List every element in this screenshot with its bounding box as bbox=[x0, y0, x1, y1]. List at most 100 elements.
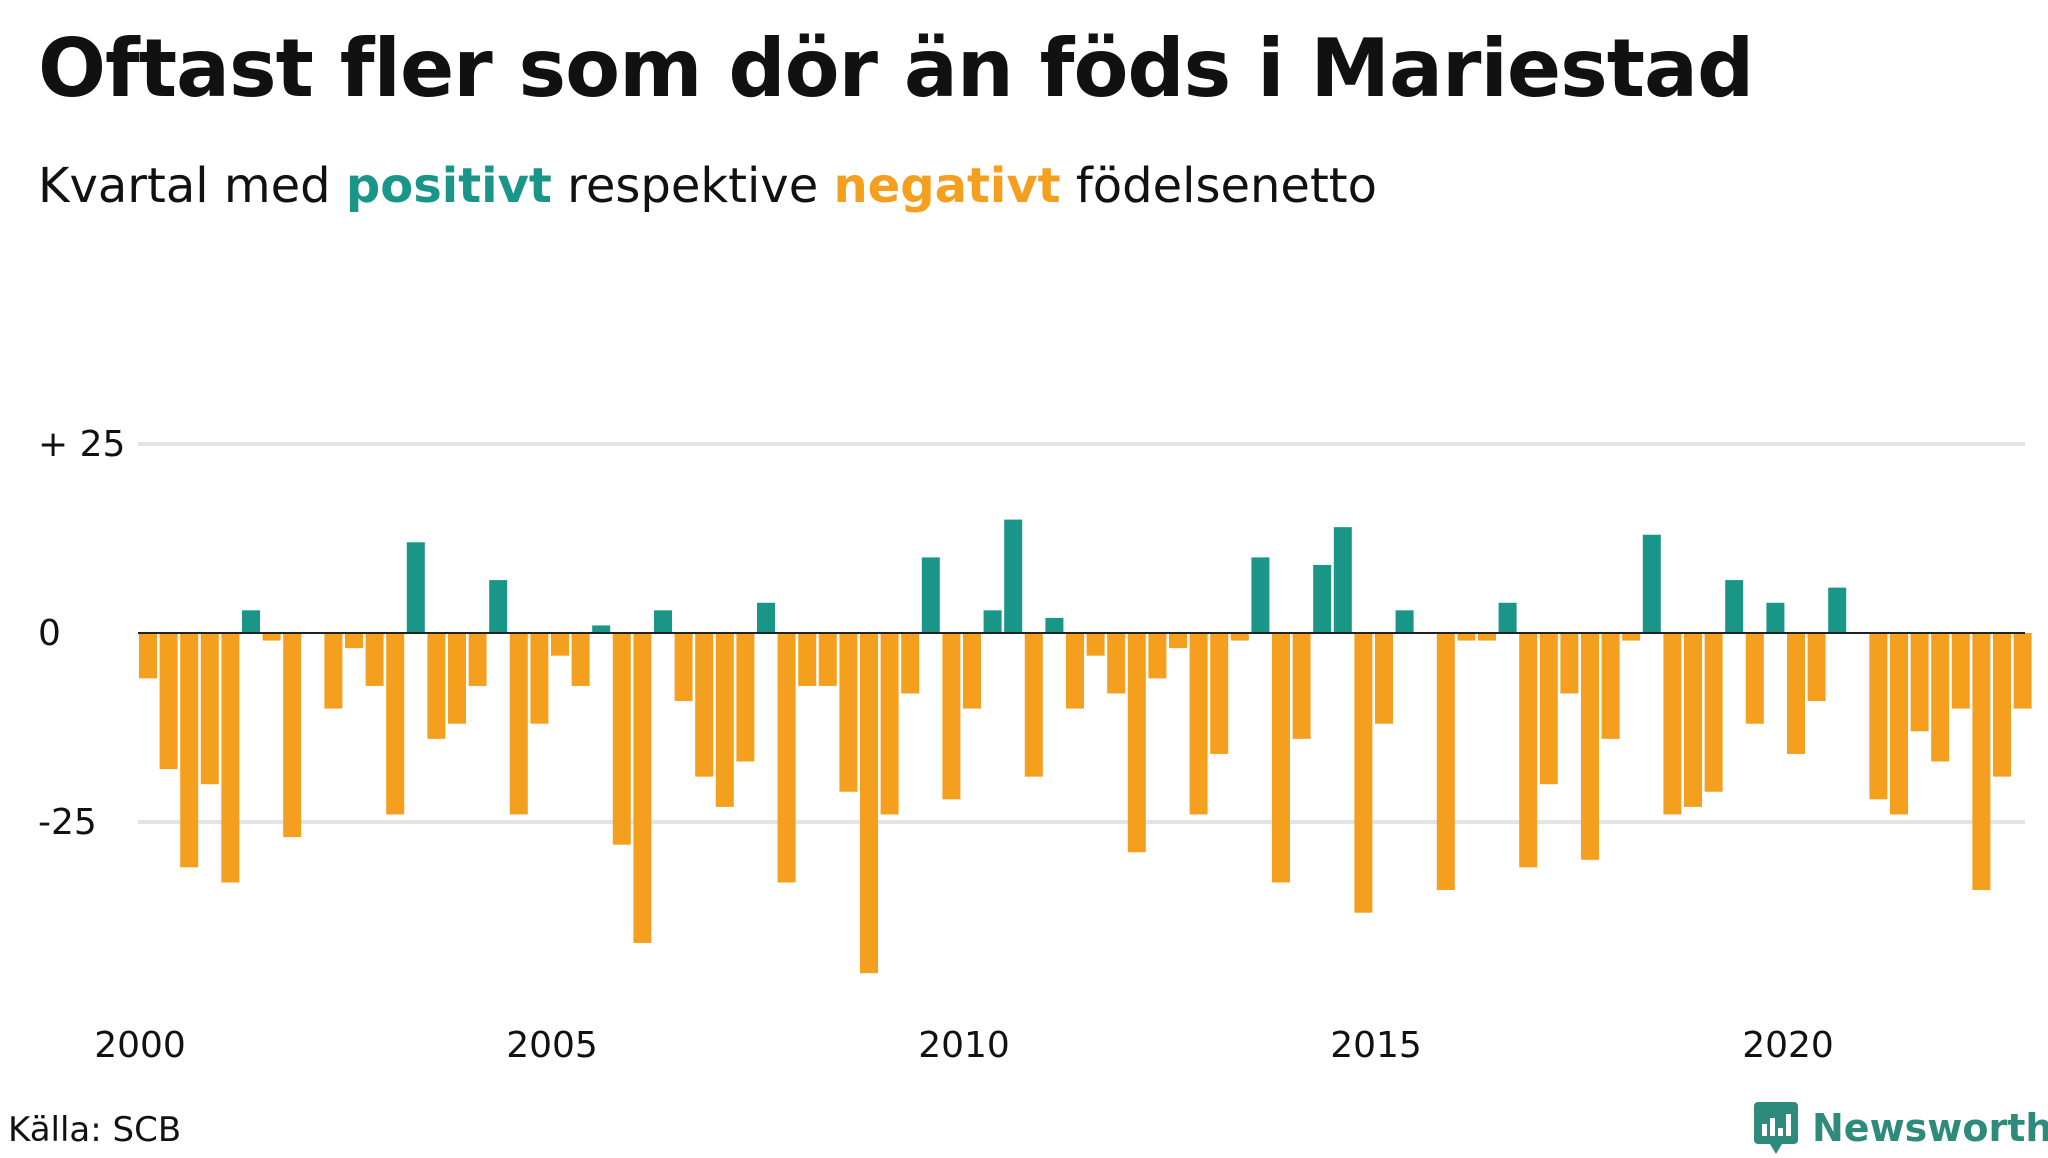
bar-negative bbox=[1972, 633, 1991, 891]
bar-positive bbox=[1642, 534, 1661, 633]
bar-positive bbox=[1045, 617, 1064, 633]
bar-negative bbox=[139, 633, 157, 679]
bar-negative bbox=[1684, 633, 1702, 807]
bar-negative bbox=[1745, 633, 1764, 724]
bar-negative bbox=[901, 633, 920, 694]
bar-positive bbox=[757, 602, 775, 633]
bar-negative bbox=[1519, 633, 1538, 868]
bar-negative bbox=[1169, 633, 1187, 649]
bar-positive bbox=[242, 610, 260, 633]
bar-negative bbox=[839, 633, 858, 792]
bar-negative bbox=[2013, 633, 2032, 709]
bar-positive bbox=[1725, 580, 1744, 633]
x-tick-label: 2005 bbox=[506, 1025, 598, 1066]
bar-negative bbox=[1993, 633, 2011, 777]
x-tick-label: 2000 bbox=[94, 1025, 186, 1066]
bar-negative bbox=[963, 633, 981, 709]
chart-subtitle: Kvartal med positivt respektive negativt… bbox=[38, 158, 1377, 214]
bar-negative bbox=[571, 633, 590, 686]
bar-negative bbox=[715, 633, 734, 807]
bar-negative bbox=[1148, 633, 1167, 679]
y-tick-label: -25 bbox=[38, 802, 97, 843]
bar-positive bbox=[1313, 564, 1332, 633]
y-tick-label: 0 bbox=[38, 613, 61, 654]
bar-negative bbox=[1560, 633, 1579, 694]
bar-negative bbox=[1478, 633, 1496, 641]
grid-lines bbox=[138, 442, 2025, 824]
bar-negative bbox=[1272, 633, 1290, 883]
bar-positive bbox=[1004, 519, 1023, 633]
bar-negative bbox=[221, 633, 240, 883]
x-tick-label: 2020 bbox=[1742, 1025, 1834, 1066]
subtitle-negative-word: negativt bbox=[833, 158, 1061, 214]
bar-negative bbox=[551, 633, 569, 656]
bar-positive bbox=[921, 557, 940, 633]
subtitle-suffix: födelsenetto bbox=[1060, 158, 1377, 214]
bar-positive bbox=[592, 625, 611, 633]
bar-positive bbox=[406, 542, 425, 633]
bar-negative bbox=[448, 633, 466, 724]
bar-positive bbox=[1333, 527, 1352, 633]
bar-negative bbox=[324, 633, 343, 709]
bar-negative bbox=[777, 633, 796, 883]
bar-negative bbox=[200, 633, 219, 785]
bar-negative bbox=[1189, 633, 1208, 815]
bar-positive bbox=[1828, 587, 1847, 633]
bar-positive bbox=[654, 610, 672, 633]
source-note: Källa: SCB bbox=[8, 1110, 182, 1150]
newsworthy-logo-icon bbox=[1754, 1102, 1798, 1154]
bar-positive bbox=[1395, 610, 1414, 633]
bar-negative bbox=[736, 633, 755, 762]
bar-negative bbox=[1066, 633, 1084, 709]
bar-negative bbox=[1787, 633, 1805, 754]
tick-labels: + 25 0 -25 2000 2005 2010 2015 2020 bbox=[38, 424, 1834, 1066]
bar-negative bbox=[1375, 633, 1393, 724]
bar-negative bbox=[942, 633, 961, 800]
bars bbox=[139, 519, 2032, 974]
bar-negative bbox=[1354, 633, 1373, 913]
bar-negative bbox=[1581, 633, 1599, 860]
bar-positive bbox=[983, 610, 1002, 633]
bar-negative bbox=[345, 633, 363, 649]
bar-negative bbox=[695, 633, 714, 777]
bar-negative bbox=[674, 633, 693, 702]
subtitle-middle: respektive bbox=[551, 158, 834, 214]
bar-positive bbox=[1498, 602, 1517, 633]
brand-name: Newsworthy bbox=[1812, 1106, 2048, 1150]
bar-negative bbox=[1601, 633, 1620, 739]
x-tick-label: 2010 bbox=[918, 1025, 1010, 1066]
bar-negative bbox=[1951, 633, 1970, 709]
bar-negative bbox=[159, 633, 178, 770]
bar-negative bbox=[1931, 633, 1950, 762]
bar-negative bbox=[365, 633, 384, 686]
bar-negative bbox=[1292, 633, 1311, 739]
bar-negative bbox=[509, 633, 528, 815]
subtitle-prefix: Kvartal med bbox=[38, 158, 346, 214]
bar-negative bbox=[530, 633, 549, 724]
bar-negative bbox=[1210, 633, 1229, 754]
bar-negative bbox=[262, 633, 281, 641]
bar-negative bbox=[386, 633, 405, 815]
bar-negative bbox=[798, 633, 817, 686]
bar-negative bbox=[427, 633, 446, 739]
bar-negative bbox=[1910, 633, 1929, 732]
bar-negative bbox=[1622, 633, 1641, 641]
bar-negative bbox=[1869, 633, 1888, 800]
bar-negative bbox=[633, 633, 652, 943]
bar-negative bbox=[1127, 633, 1146, 853]
bar-negative bbox=[180, 633, 199, 868]
bar-negative bbox=[1230, 633, 1249, 641]
y-tick-label: + 25 bbox=[38, 424, 125, 465]
bar-negative bbox=[283, 633, 302, 838]
bar-negative bbox=[468, 633, 487, 686]
bar-negative bbox=[1663, 633, 1682, 815]
bar-negative bbox=[818, 633, 837, 686]
subtitle-positive-word: positivt bbox=[345, 158, 552, 214]
bar-negative bbox=[1436, 633, 1455, 891]
bar-negative bbox=[1457, 633, 1476, 641]
newsworthy-brand[interactable]: Newsworthy bbox=[1752, 1098, 2048, 1158]
chart-title: Oftast fler som dör än föds i Mariestad bbox=[38, 22, 1754, 115]
bar-negative bbox=[880, 633, 899, 815]
bar-negative bbox=[860, 633, 878, 974]
bar-negative bbox=[1890, 633, 1908, 815]
